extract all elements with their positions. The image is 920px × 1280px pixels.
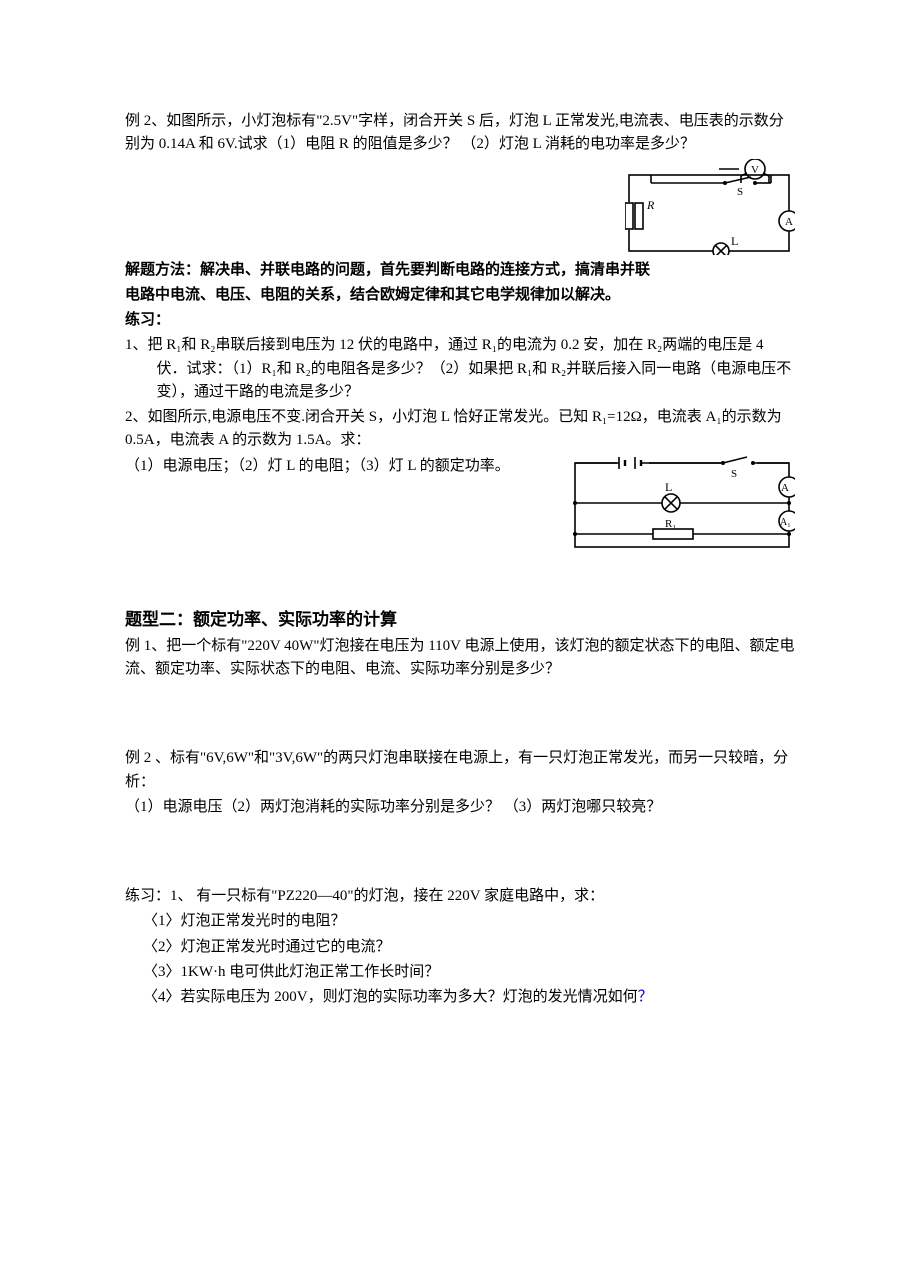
- practice-2a: 2、如图所示,电源电压不变.闭合开关 S，小灯泡 L 恰好正常发光。已知 R₁=…: [125, 406, 795, 453]
- s2-practice-3: 〈3〉1KW·h 电可供此灯泡正常工作长时间？: [125, 961, 795, 984]
- method-line-1: 解题方法：解决串、并联电路的问题，首先要判断电路的连接方式，搞清串并联: [125, 259, 795, 282]
- s2-example-2a: 例 2 、标有"6V,6W"和"3V,6W"的两只灯泡串联接在电源上，有一只灯泡…: [125, 747, 795, 794]
- svg-text:R₁: R₁: [665, 518, 676, 530]
- svg-text:A: A: [785, 216, 793, 228]
- question-mark-icon: ？: [638, 989, 653, 1005]
- s2-example-1: 例 1、把一个标有"220V 40W"灯泡接在电压为 110V 电源上使用，该灯…: [125, 635, 795, 682]
- practice-1: 1、把 R₁和 R₂串联后接到电压为 12 伏的电路中，通过 R₁的电流为 0.…: [125, 334, 795, 404]
- svg-text:A₁: A₁: [780, 517, 791, 528]
- svg-text:L: L: [731, 234, 738, 248]
- circuit-figure-2: S L R₁ A A₁: [571, 455, 795, 551]
- s2-practice-4-text: 〈4〉若实际电压为 200V，则灯泡的实际功率为多大？灯泡的发光情况如何: [143, 989, 638, 1005]
- s2-practice-1: 〈1〉灯泡正常发光时的电阻？: [125, 910, 795, 933]
- practice-label: 练习：: [125, 309, 795, 332]
- s2-practice-4: 〈4〉若实际电压为 200V，则灯泡的实际功率为多大？灯泡的发光情况如何？: [125, 986, 795, 1009]
- practice-2b: （1）电源电压；（2）灯 L 的电阻；（3）灯 L 的额定功率。: [125, 455, 555, 478]
- s2-practice-2: 〈2〉灯泡正常发光时通过它的电流？: [125, 936, 795, 959]
- practice-2-row: （1）电源电压；（2）灯 L 的电阻；（3）灯 L 的额定功率。 S L R₁ A A₁: [125, 455, 795, 551]
- svg-text:S: S: [731, 468, 737, 480]
- figure-1-wrap: VS R L A: [125, 159, 795, 255]
- svg-text:R: R: [646, 198, 655, 212]
- svg-text:S: S: [737, 186, 743, 198]
- svg-text:V: V: [751, 164, 759, 176]
- s2-practice-head: 练习：1、 有一只标有"PZ220—40"的灯泡，接在 220V 家庭电路中，求…: [125, 885, 795, 908]
- section-2-title: 题型二：额定功率、实际功率的计算: [125, 607, 795, 633]
- svg-text:L: L: [665, 480, 672, 494]
- svg-text:A: A: [781, 482, 789, 494]
- example-2-text: 例 2、如图所示，小灯泡标有"2.5V"字样，闭合开关 S 后，灯泡 L 正常发…: [125, 110, 795, 157]
- method-line-2: 电路中电流、电压、电阻的关系，结合欧姆定律和其它电学规律加以解决。: [125, 284, 795, 307]
- circuit-figure-1: VS R L A: [625, 159, 795, 255]
- s2-example-2b: （1）电源电压（2）两灯泡消耗的实际功率分别是多少？ （3）两灯泡哪只较亮？: [125, 796, 795, 819]
